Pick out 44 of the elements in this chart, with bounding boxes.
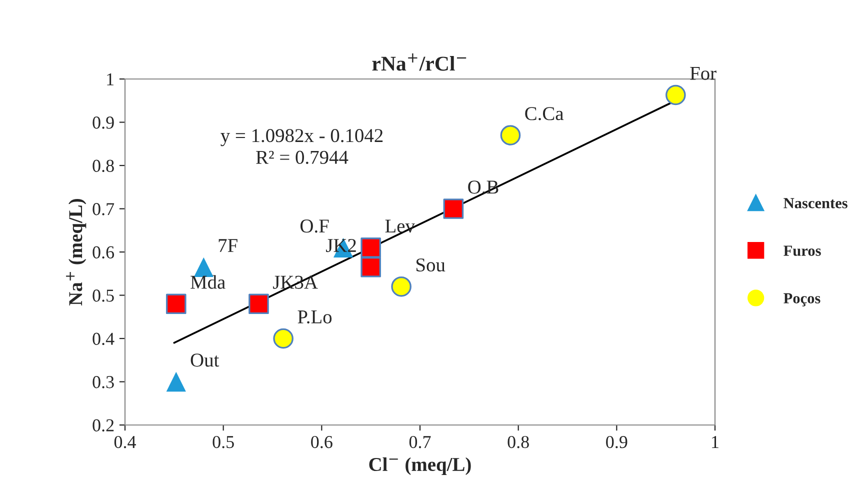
annotation: Sou <box>416 258 446 272</box>
point <box>360 256 381 278</box>
annotation: Out <box>190 354 220 367</box>
annotation: O.B <box>468 180 498 194</box>
point <box>443 198 464 219</box>
legend-label: Poços <box>784 293 820 306</box>
y-tick-label: 0.8 <box>92 160 114 172</box>
x-tick-label: 0.5 <box>212 436 234 448</box>
annotation: 7F <box>218 239 238 252</box>
y-tick-label: 0.4 <box>92 332 114 346</box>
annotation: O.F <box>300 220 329 233</box>
point <box>360 238 381 258</box>
annotation: y = 1.0982x - 0.1042 R² = 0.7944 <box>220 129 383 164</box>
y-tick-label: 1 <box>107 73 114 86</box>
y-tick-label: 0.2 <box>92 419 114 432</box>
annotation: P.Lo <box>298 310 332 324</box>
point <box>391 276 412 297</box>
y-tick-label: 0.5 <box>92 290 114 302</box>
x-tick-label: 0.4 <box>114 436 136 448</box>
legend-label: Furos <box>784 246 821 256</box>
x-axis-title: Cl$^{−}$ (meq/L) <box>369 457 471 475</box>
annotation: C.Ca <box>525 107 564 120</box>
y-axis-title: Na$^{+}$ (meq/L) <box>66 199 86 306</box>
point <box>248 294 269 314</box>
point <box>273 328 294 349</box>
y-tick-label: 0.9 <box>92 116 114 129</box>
x-tick-label: 0.9 <box>606 436 628 448</box>
point <box>194 257 214 277</box>
annotation: Lev <box>385 220 415 233</box>
annotation: Mda <box>190 275 226 289</box>
x-tick-label: 0.7 <box>409 436 431 448</box>
x-tick-label: 0.6 <box>311 436 332 448</box>
y-tick-label: 0.7 <box>92 203 114 216</box>
point <box>166 294 186 314</box>
chart-title: rNa$^{+}$/rCl$^{−}$ <box>372 53 466 71</box>
legend-label: Nascentes <box>784 198 848 208</box>
point <box>666 84 686 106</box>
x-tick-label: 0.8 <box>508 436 529 448</box>
annotation: For <box>690 67 716 80</box>
point <box>500 125 521 146</box>
y-tick-label: 0.3 <box>92 376 114 388</box>
y-tick-label: 0.6 <box>92 246 114 259</box>
point <box>166 372 186 392</box>
x-tick-label: 1 <box>712 436 718 448</box>
